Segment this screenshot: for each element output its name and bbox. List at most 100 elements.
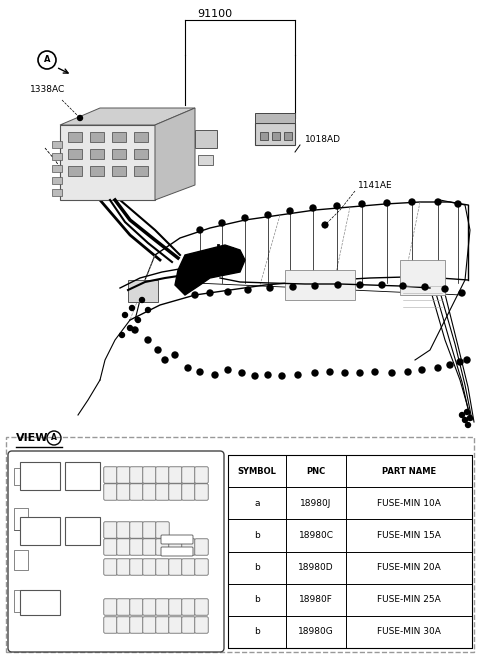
Text: FUSE-MIN 25A: FUSE-MIN 25A <box>377 595 441 605</box>
FancyBboxPatch shape <box>182 599 195 615</box>
Circle shape <box>155 347 161 353</box>
Text: 18980D: 18980D <box>298 563 334 572</box>
FancyBboxPatch shape <box>195 617 208 633</box>
Circle shape <box>128 326 132 331</box>
Circle shape <box>242 215 248 221</box>
FancyBboxPatch shape <box>130 559 143 575</box>
Circle shape <box>400 283 406 289</box>
Circle shape <box>239 370 245 376</box>
Text: b: b <box>254 627 260 637</box>
FancyBboxPatch shape <box>156 522 169 538</box>
Circle shape <box>212 372 218 378</box>
Text: A: A <box>44 56 50 64</box>
FancyBboxPatch shape <box>195 599 208 615</box>
Bar <box>14 468 28 485</box>
FancyBboxPatch shape <box>104 484 117 500</box>
FancyBboxPatch shape <box>128 280 158 302</box>
FancyBboxPatch shape <box>156 539 169 555</box>
FancyBboxPatch shape <box>143 539 156 555</box>
Bar <box>14 508 28 530</box>
Circle shape <box>419 367 425 373</box>
FancyBboxPatch shape <box>143 599 156 615</box>
FancyBboxPatch shape <box>130 484 143 500</box>
Polygon shape <box>155 108 195 200</box>
Circle shape <box>323 223 327 227</box>
FancyBboxPatch shape <box>117 599 130 615</box>
Circle shape <box>145 337 151 343</box>
Circle shape <box>459 413 465 417</box>
Bar <box>400 260 445 295</box>
FancyBboxPatch shape <box>60 125 155 200</box>
Circle shape <box>359 201 365 207</box>
Bar <box>255 123 295 145</box>
FancyBboxPatch shape <box>130 599 143 615</box>
Bar <box>52 189 62 196</box>
Text: b: b <box>254 531 260 540</box>
Circle shape <box>334 203 340 209</box>
FancyBboxPatch shape <box>161 547 193 556</box>
FancyBboxPatch shape <box>195 484 208 500</box>
FancyBboxPatch shape <box>143 617 156 633</box>
Polygon shape <box>60 108 195 125</box>
FancyBboxPatch shape <box>104 617 117 633</box>
Bar <box>20 517 60 545</box>
Circle shape <box>342 370 348 376</box>
FancyBboxPatch shape <box>169 599 182 615</box>
FancyBboxPatch shape <box>156 559 169 575</box>
Bar <box>52 141 62 148</box>
Circle shape <box>389 370 395 376</box>
FancyBboxPatch shape <box>195 539 208 555</box>
Circle shape <box>135 318 141 322</box>
Bar <box>65 462 100 490</box>
Circle shape <box>357 282 363 288</box>
Circle shape <box>145 307 151 312</box>
FancyBboxPatch shape <box>143 484 156 500</box>
FancyBboxPatch shape <box>143 559 156 575</box>
Bar <box>112 132 126 142</box>
FancyBboxPatch shape <box>130 617 143 633</box>
Text: FUSE-MIN 30A: FUSE-MIN 30A <box>377 627 441 637</box>
Circle shape <box>357 370 363 376</box>
FancyBboxPatch shape <box>143 522 156 538</box>
FancyBboxPatch shape <box>156 484 169 500</box>
Circle shape <box>265 212 271 218</box>
Circle shape <box>335 282 341 288</box>
Bar <box>20 590 60 615</box>
Circle shape <box>295 372 301 378</box>
Circle shape <box>379 282 385 288</box>
Circle shape <box>197 227 203 233</box>
Text: FUSE-MIN 10A: FUSE-MIN 10A <box>377 498 441 508</box>
Circle shape <box>455 201 461 207</box>
Circle shape <box>464 357 470 363</box>
FancyBboxPatch shape <box>104 522 117 538</box>
Bar <box>90 132 104 142</box>
FancyBboxPatch shape <box>156 617 169 633</box>
Text: FUSE-MIN 20A: FUSE-MIN 20A <box>377 563 441 572</box>
Text: 18980J: 18980J <box>300 498 332 508</box>
Bar <box>90 149 104 159</box>
Circle shape <box>162 357 168 363</box>
Circle shape <box>372 369 378 375</box>
Circle shape <box>465 409 469 415</box>
Circle shape <box>265 372 271 378</box>
Circle shape <box>130 305 134 310</box>
Bar <box>68 149 82 159</box>
Text: VIEW: VIEW <box>16 433 48 443</box>
FancyBboxPatch shape <box>169 559 182 575</box>
FancyBboxPatch shape <box>117 522 130 538</box>
Text: A: A <box>51 434 57 443</box>
Circle shape <box>290 284 296 290</box>
Text: 1338AC: 1338AC <box>30 86 65 94</box>
Circle shape <box>409 199 415 205</box>
FancyBboxPatch shape <box>117 484 130 500</box>
Circle shape <box>327 369 333 375</box>
Text: 1141AE: 1141AE <box>358 181 393 189</box>
Bar <box>285 270 355 300</box>
Circle shape <box>287 208 293 214</box>
FancyBboxPatch shape <box>195 467 208 483</box>
Bar <box>52 165 62 172</box>
FancyBboxPatch shape <box>156 599 169 615</box>
Bar <box>14 550 28 570</box>
Circle shape <box>435 365 441 371</box>
Circle shape <box>77 115 83 121</box>
